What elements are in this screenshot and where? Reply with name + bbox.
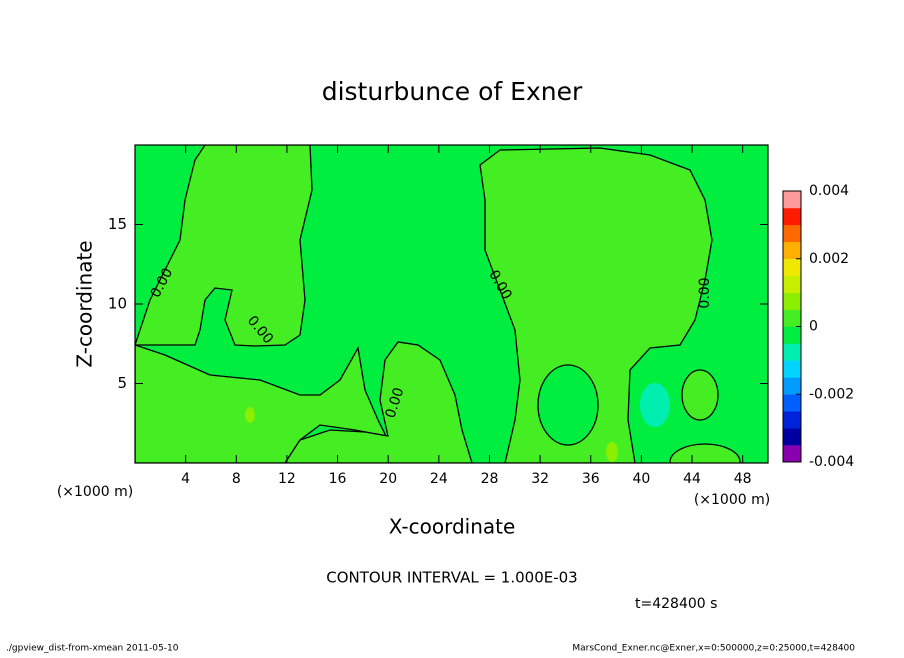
y-tick-label: 5: [117, 374, 127, 392]
x-tick-label: 48: [734, 471, 752, 487]
colorbar-segment: [783, 411, 801, 429]
footer-right: MarsCond_Exner.nc@Exner,x=0:500000,z=0:2…: [572, 644, 855, 654]
colorbar-segment: [783, 394, 801, 412]
colorbar-segment: [783, 292, 801, 310]
colorbar-tick-label: -0.002: [809, 386, 854, 402]
colorbar-segment: [783, 360, 801, 378]
x-tick-label: 20: [379, 471, 397, 487]
x-tick-label: 8: [232, 471, 241, 487]
time-label: t=428400 s: [635, 596, 717, 612]
x-tick-label: 44: [683, 471, 701, 487]
y-tick-label: 15: [108, 215, 127, 233]
x-tick-label: 16: [329, 471, 347, 487]
x-tick-label: 32: [531, 471, 549, 487]
colorbar-tick-label: 0.004: [809, 183, 849, 199]
contour-region: [479, 147, 713, 463]
footer-left: ./gpview_dist-from-xmean 2011-05-10: [6, 644, 179, 654]
contour-region: [669, 443, 741, 463]
x-axis-label: X-coordinate: [389, 515, 516, 539]
plot-area: [135, 145, 768, 463]
chart-title: disturbunce of Exner: [322, 77, 583, 106]
x-tick-label: 24: [430, 471, 448, 487]
field-patch: [640, 383, 670, 427]
contour-label: 0.00: [697, 277, 713, 308]
colorbar-segment: [783, 309, 801, 327]
contour-region: [681, 369, 719, 421]
field-patch: [606, 442, 618, 462]
colorbar-segment: [783, 377, 801, 395]
field-patch: [245, 407, 255, 423]
y-axis-label: Z-coordinate: [73, 240, 97, 367]
contour-region: [135, 145, 313, 347]
colorbar-segment: [783, 258, 801, 276]
colorbar-segment: [783, 241, 801, 260]
colorbar-segment: [783, 343, 801, 361]
x-tick-label: 28: [481, 471, 499, 487]
y-unit: (×1000 m): [57, 484, 133, 500]
colorbar-tick-label: 0: [809, 319, 818, 335]
contour-region: [537, 364, 599, 446]
x-tick-label: 12: [278, 471, 296, 487]
colorbar-segment: [783, 445, 801, 463]
colorbar-segment: [783, 326, 801, 344]
colorbar-segment: [783, 191, 801, 209]
y-tick-label: 10: [108, 295, 127, 313]
x-tick-label: 4: [181, 471, 190, 487]
colorbar-segment: [783, 428, 801, 446]
colorbar-tick-label: -0.004: [809, 454, 854, 470]
colorbar-segment: [783, 224, 801, 243]
contour-region: [284, 341, 473, 463]
colorbar-segment: [783, 207, 801, 226]
contour-interval: CONTOUR INTERVAL = 1.000E-03: [326, 569, 577, 587]
colorbar-tick-label: 0.002: [809, 251, 849, 267]
x-unit: (×1000 m): [694, 492, 770, 508]
x-tick-label: 40: [632, 471, 650, 487]
x-tick-label: 36: [582, 471, 600, 487]
colorbar-segment: [783, 275, 801, 293]
